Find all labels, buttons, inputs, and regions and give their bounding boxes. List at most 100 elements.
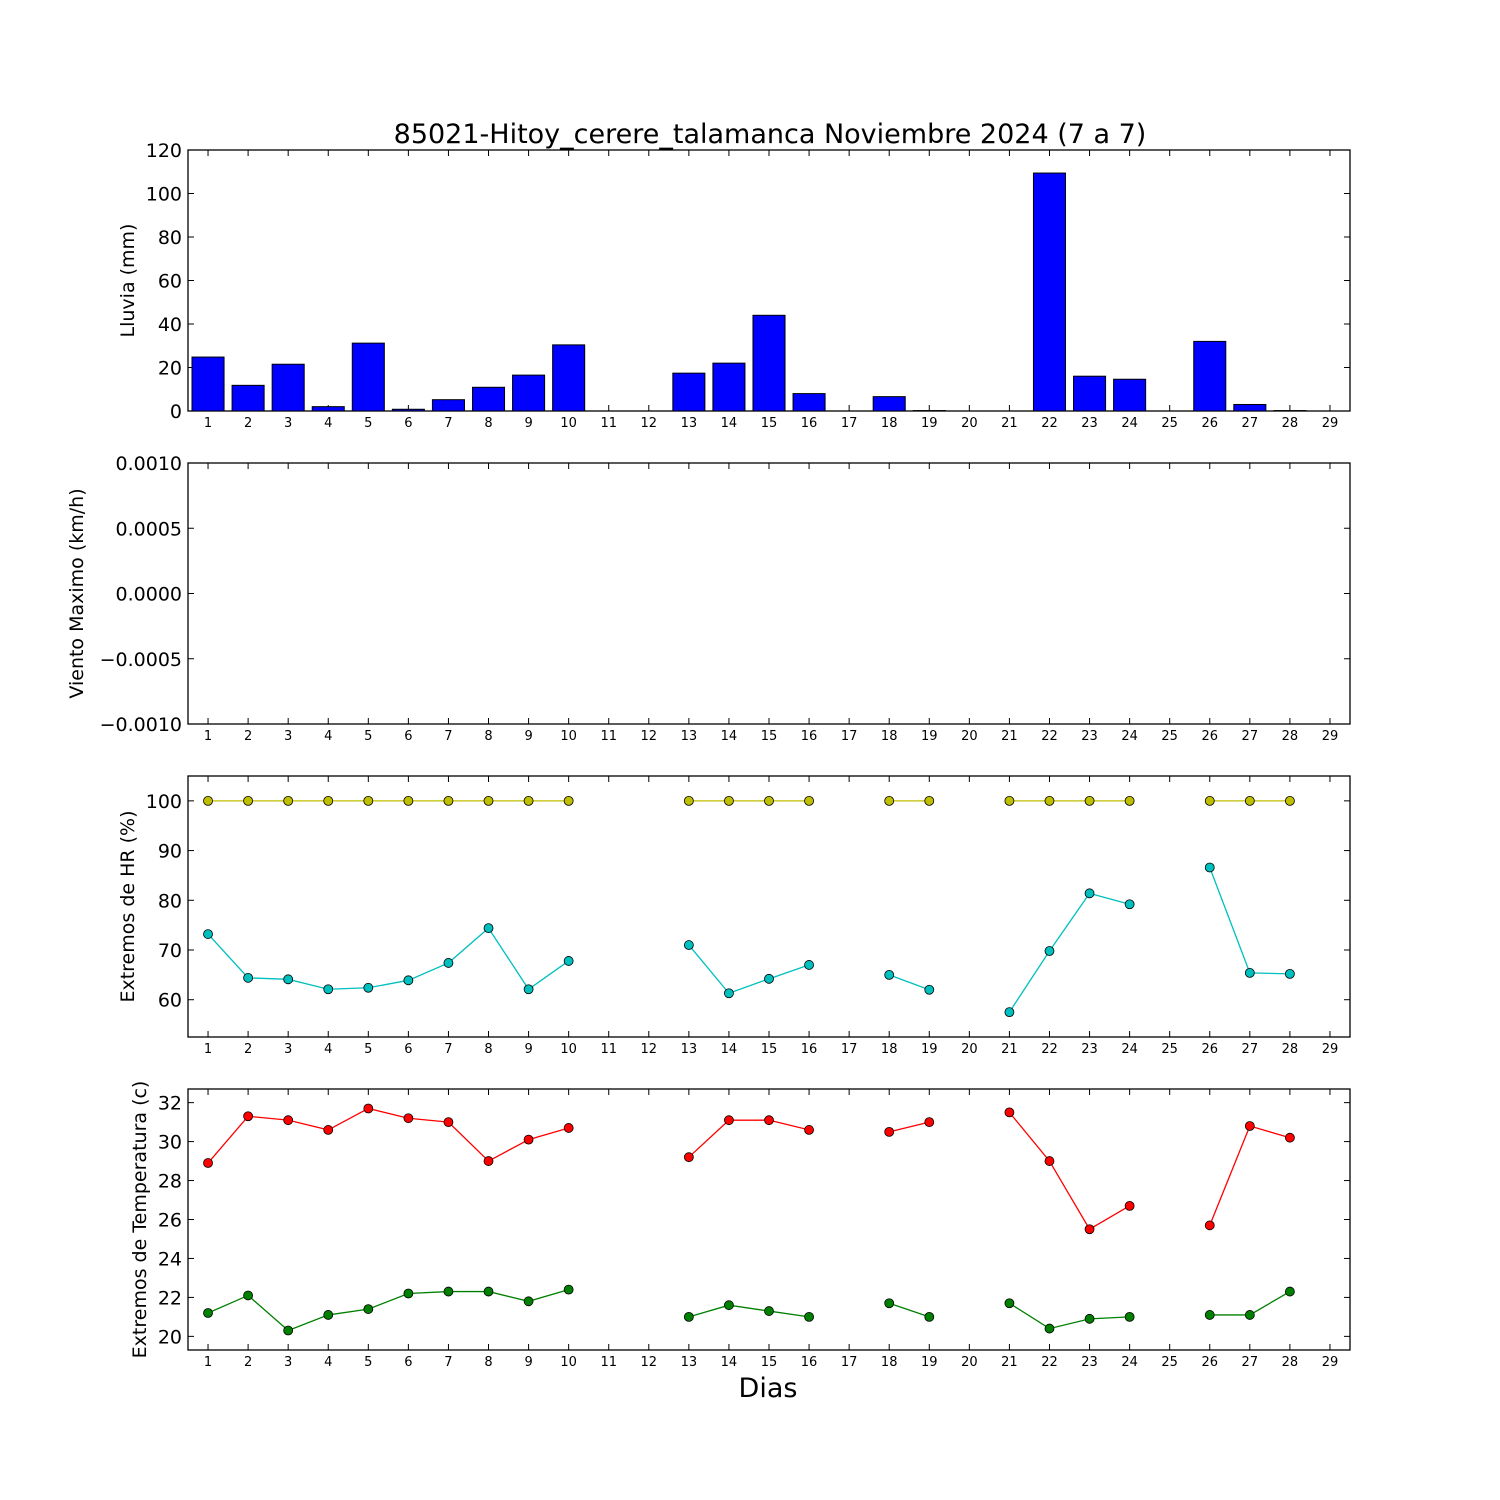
data-point <box>724 1115 734 1126</box>
rain-bar <box>672 372 706 412</box>
data-point <box>1204 795 1215 806</box>
x-tick-label: 25 <box>1161 1355 1178 1370</box>
x-tick-label: 22 <box>1041 729 1058 744</box>
data-point <box>523 1134 534 1145</box>
data-point <box>523 1296 534 1307</box>
data-point <box>203 1158 213 1168</box>
x-tick-label: 22 <box>1041 1355 1058 1370</box>
data-point <box>884 969 895 980</box>
data-point <box>924 795 935 806</box>
data-point <box>363 982 374 993</box>
data-point <box>1044 1156 1055 1166</box>
x-tick-label: 23 <box>1081 1042 1098 1057</box>
x-tick-label: 25 <box>1161 416 1178 431</box>
x-tick-label: 10 <box>560 1355 577 1370</box>
x-tick-label: 4 <box>324 416 332 431</box>
data-point <box>1284 1286 1295 1297</box>
data-point <box>804 1311 814 1322</box>
data-point <box>323 1125 334 1135</box>
data-point <box>924 1311 935 1322</box>
data-point <box>1124 1200 1135 1211</box>
data-point <box>1004 1298 1015 1309</box>
rain-bar <box>191 356 225 412</box>
data-point <box>884 1126 895 1137</box>
series-line <box>688 944 810 995</box>
data-point <box>563 1123 574 1133</box>
y-tick-label: −0.0005 <box>100 649 182 671</box>
data-point <box>764 795 774 806</box>
rain-panel: 1 2 3 4 5 6 7 8 9 10 11 12 13 14 15 16 17 18 19 20 21 22 23 24 2… <box>117 140 1351 431</box>
data-point <box>283 974 294 985</box>
data-point <box>1004 1107 1015 1118</box>
x-tick-label: 21 <box>1001 416 1018 431</box>
data-point <box>924 1117 935 1128</box>
x-tick-label: 17 <box>841 1042 858 1057</box>
x-tick-label: 16 <box>801 416 818 431</box>
x-tick-label: 12 <box>641 729 658 744</box>
x-tick-label: 23 <box>1081 1355 1098 1370</box>
y-axis-label: Lluvia (mm) <box>117 224 139 338</box>
x-tick-label: 11 <box>600 1042 617 1057</box>
data-point <box>1084 888 1095 899</box>
wind-panel: 1 2 3 4 5 6 7 8 9 10 11 12 13 14 15 16 17 18 19 20 21 22 23 24 2… <box>66 453 1351 744</box>
y-axis-label: Extremos de HR (%) <box>117 810 139 1002</box>
rain-bar <box>271 363 305 412</box>
data-point <box>563 1284 574 1295</box>
data-point <box>243 795 254 806</box>
data-point <box>724 795 734 806</box>
x-tick-label: 12 <box>641 1042 658 1057</box>
x-tick-label: 9 <box>524 729 532 744</box>
x-tick-label: 27 <box>1242 1355 1259 1370</box>
x-tick-label: 14 <box>721 729 738 744</box>
x-tick-label: 15 <box>761 416 778 431</box>
x-tick-label: 22 <box>1041 1042 1058 1057</box>
data-point <box>1244 967 1255 978</box>
data-point <box>403 1288 414 1299</box>
data-point <box>1044 1323 1055 1334</box>
x-tick-label: 24 <box>1121 416 1138 431</box>
x-tick-label: 10 <box>560 729 577 744</box>
x-tick-label: 25 <box>1161 729 1178 744</box>
x-tick-label: 11 <box>600 416 617 431</box>
x-tick-label: 13 <box>681 1355 698 1370</box>
x-tick-label: 7 <box>444 1355 452 1370</box>
data-point <box>563 795 574 806</box>
data-point <box>483 1286 494 1297</box>
data-point <box>403 1113 414 1124</box>
rain-bar <box>311 406 345 412</box>
y-tick-label: 32 <box>158 1093 182 1115</box>
data-point <box>924 984 935 995</box>
rain-bar <box>471 386 506 412</box>
data-point <box>483 923 494 934</box>
rain-bar <box>231 384 265 412</box>
x-tick-label: 14 <box>721 416 738 431</box>
x-tick-label: 13 <box>681 729 698 744</box>
y-tick-label: 20 <box>158 358 182 380</box>
x-tick-label: 29 <box>1322 729 1339 744</box>
x-tick-label: 18 <box>881 416 898 431</box>
series-line <box>1008 892 1130 1013</box>
x-tick-label: 14 <box>721 1355 738 1370</box>
x-tick-label: 9 <box>524 416 532 431</box>
x-tick-label: 12 <box>641 416 658 431</box>
x-tick-label: 6 <box>404 1042 412 1057</box>
x-tick-label: 19 <box>921 1042 938 1057</box>
series-line <box>889 1121 930 1133</box>
y-tick-label: 0 <box>170 401 182 423</box>
data-point <box>1084 1313 1095 1324</box>
data-point <box>243 972 254 983</box>
x-tick-label: 29 <box>1322 1042 1339 1057</box>
data-point <box>1124 1311 1135 1322</box>
x-tick-label: 2 <box>244 729 252 744</box>
x-tick-label: 8 <box>484 416 492 431</box>
x-tick-label: 26 <box>1201 416 1218 431</box>
x-tick-label: 6 <box>404 729 412 744</box>
data-point <box>1204 1220 1215 1231</box>
rain-bar <box>1032 172 1067 412</box>
data-point <box>764 1306 774 1316</box>
y-tick-label: 26 <box>158 1210 182 1232</box>
rain-bar <box>512 374 546 412</box>
data-point <box>283 795 294 806</box>
data-point <box>1084 1224 1095 1235</box>
x-tick-label: 23 <box>1081 729 1098 744</box>
